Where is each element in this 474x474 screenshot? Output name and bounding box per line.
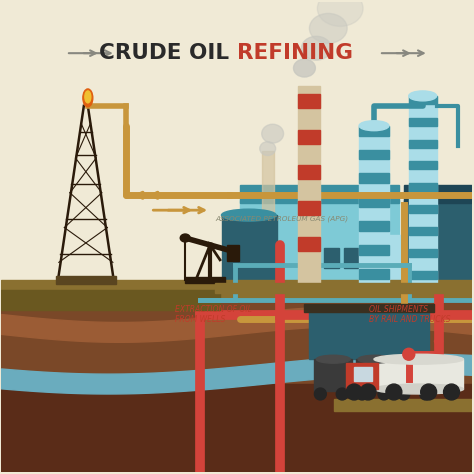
Bar [409,183,437,191]
Text: ASSOCIATED PETROLEUM GAS (APG): ASSOCIATED PETROLEUM GAS (APG) [215,215,348,222]
Circle shape [336,388,348,400]
Ellipse shape [221,209,276,221]
Ellipse shape [83,89,93,107]
Ellipse shape [301,36,331,60]
Bar [56,276,116,284]
Bar [304,303,434,311]
Bar [409,96,437,290]
Bar [185,277,225,283]
Ellipse shape [85,91,91,103]
Circle shape [403,348,415,360]
Ellipse shape [359,121,389,131]
Bar [369,235,409,290]
Bar [227,245,239,261]
Polygon shape [1,399,473,437]
Bar [404,185,474,203]
Ellipse shape [310,13,347,43]
Ellipse shape [400,355,434,363]
Bar [299,237,320,251]
Polygon shape [1,354,473,394]
Bar [222,215,277,290]
Polygon shape [1,307,473,342]
Bar [409,205,437,213]
Circle shape [386,384,402,400]
Circle shape [346,384,362,400]
Bar [404,200,474,290]
Bar [262,151,273,290]
Bar [215,283,474,292]
Ellipse shape [374,354,464,364]
Text: EXTRACTION OF OIL
FROM WELLS: EXTRACTION OF OIL FROM WELLS [175,305,252,324]
Bar [1,285,473,473]
Bar [409,249,437,257]
Bar [319,235,364,290]
Bar [310,310,428,359]
Ellipse shape [358,355,392,363]
Text: OIL SHIPMENTS
BY RAIL AND TRUCKS: OIL SHIPMENTS BY RAIL AND TRUCKS [369,305,451,324]
Bar [409,140,437,147]
Bar [359,126,389,136]
Bar [359,173,389,183]
Bar [364,248,379,268]
Bar [359,126,389,290]
Bar [409,227,437,235]
Ellipse shape [180,234,190,242]
Bar [356,359,394,391]
Bar [359,221,389,231]
Bar [324,248,339,268]
Circle shape [314,388,326,400]
Text: REFINING: REFINING [237,43,353,63]
Bar [398,359,436,391]
Bar [409,271,437,279]
Ellipse shape [260,142,276,155]
Bar [359,197,389,207]
Bar [299,201,320,215]
Ellipse shape [374,384,464,394]
Bar [314,359,352,391]
Bar [299,130,320,144]
Circle shape [360,384,376,400]
Circle shape [398,388,410,400]
Circle shape [378,388,390,400]
Bar [409,162,437,169]
Bar [240,185,399,203]
Ellipse shape [409,91,437,101]
Bar [409,118,437,126]
Ellipse shape [262,124,283,143]
Bar [299,86,320,285]
Bar [374,359,464,389]
Bar [1,280,473,292]
Bar [359,245,389,255]
Bar [359,150,389,159]
Bar [346,363,378,389]
Bar [200,285,474,300]
Circle shape [444,384,459,400]
Bar [344,248,359,268]
Ellipse shape [318,0,363,27]
Ellipse shape [293,59,315,77]
Circle shape [356,388,368,400]
Circle shape [419,388,432,400]
Bar [409,96,437,104]
Bar [354,367,372,381]
Bar [359,269,389,279]
Circle shape [421,384,437,400]
Bar [299,165,320,179]
Ellipse shape [316,355,350,363]
Bar [240,200,399,290]
Bar [334,399,474,411]
Text: CRUDE OIL: CRUDE OIL [99,43,237,63]
Bar [1,290,220,310]
Bar [1,384,473,473]
Bar [299,94,320,108]
